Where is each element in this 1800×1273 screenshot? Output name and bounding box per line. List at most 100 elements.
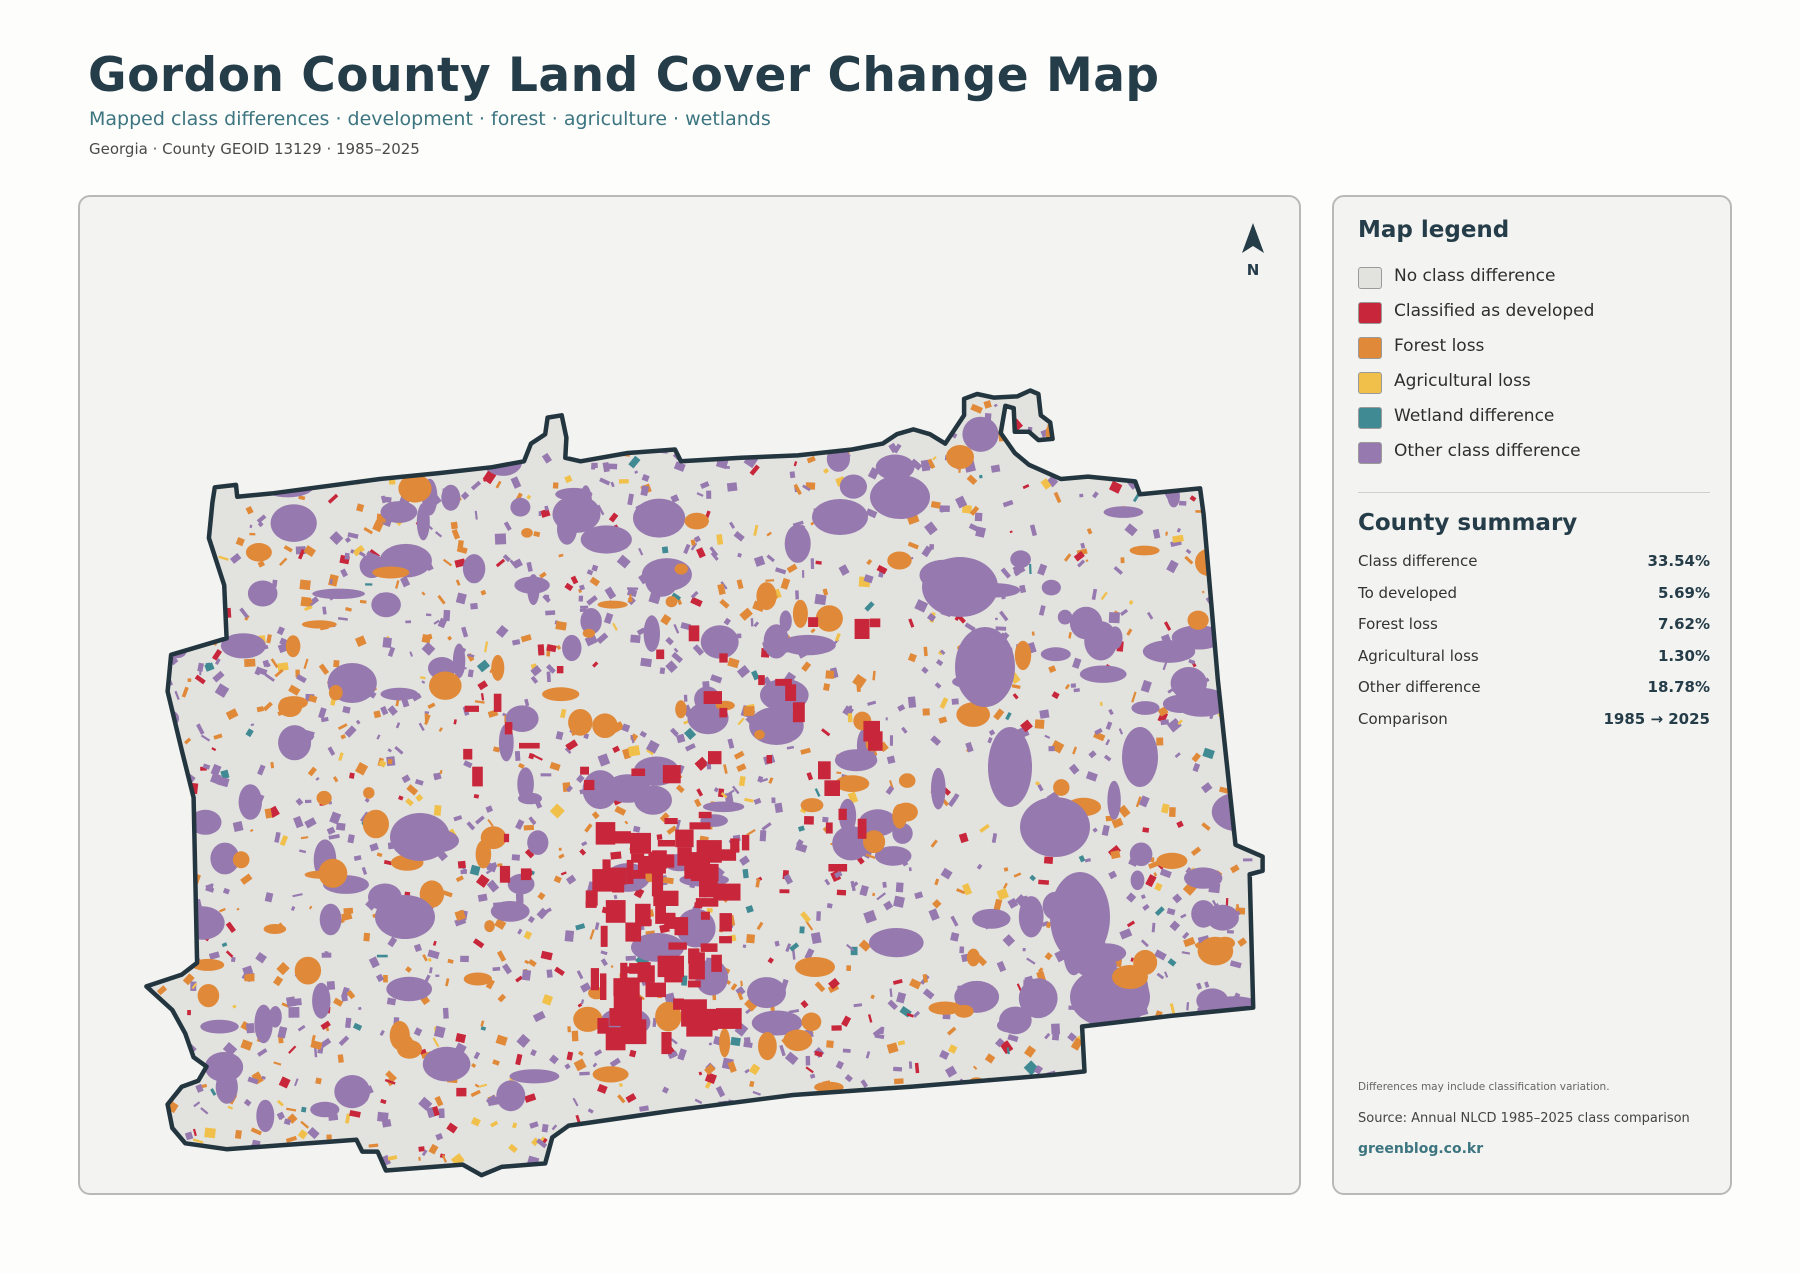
change-patch: [422, 381, 431, 388]
change-patch: [1082, 440, 1089, 448]
change-patch: [573, 1006, 603, 1032]
change-patch: [1007, 897, 1019, 909]
change-patch: [1241, 481, 1254, 493]
change-patch: [367, 390, 380, 394]
change-patch: [792, 702, 805, 723]
change-patch: [683, 543, 691, 555]
change-patch: [1174, 752, 1181, 759]
change-patch: [337, 1054, 344, 1063]
change-patch: [742, 868, 749, 879]
change-patch: [750, 618, 754, 627]
change-patch: [736, 579, 744, 590]
change-patch: [872, 426, 884, 436]
change-patch: [972, 908, 1011, 929]
change-patch: [670, 494, 680, 503]
change-patch: [455, 592, 467, 605]
change-patch: [940, 867, 953, 880]
change-patch: [1112, 1092, 1124, 1101]
change-patch: [528, 958, 537, 967]
change-patch: [689, 312, 701, 322]
change-patch: [273, 1061, 282, 1066]
change-patch: [297, 1129, 308, 1140]
legend-item-wetland[interactable]: Wetland difference: [1358, 405, 1708, 440]
change-patch: [1203, 314, 1212, 320]
change-patch: [406, 453, 412, 459]
county-map[interactable]: [80, 197, 1301, 1195]
change-patch: [349, 343, 370, 367]
change-patch: [708, 751, 722, 765]
change-patch: [257, 1048, 268, 1057]
change-patch: [640, 657, 652, 668]
change-patch: [754, 729, 765, 740]
change-patch: [934, 878, 940, 886]
change-patch: [976, 863, 983, 870]
change-patch: [639, 730, 648, 738]
change-patch: [847, 713, 853, 723]
change-patch: [1038, 1188, 1043, 1194]
change-patch: [578, 584, 586, 591]
change-patch: [1283, 490, 1295, 503]
change-patch: [1058, 432, 1070, 439]
change-patch: [662, 876, 674, 885]
legend-item-no-difference[interactable]: No class difference: [1358, 265, 1708, 300]
change-patch: [359, 599, 367, 604]
summary-row: Comparison 1985 → 2025: [1358, 710, 1710, 742]
legend-item-other[interactable]: Other class difference: [1358, 440, 1708, 475]
change-patch: [455, 875, 464, 883]
change-patch: [295, 797, 304, 806]
change-patch: [290, 905, 296, 912]
change-patch: [494, 918, 507, 930]
change-patch: [341, 911, 353, 922]
change-patch: [1002, 499, 1014, 508]
change-patch: [1070, 683, 1077, 688]
change-patch: [557, 512, 577, 545]
change-patch: [1105, 721, 1113, 730]
change-patch: [627, 493, 634, 506]
change-patch: [774, 802, 783, 813]
change-patch: [1067, 430, 1084, 460]
change-patch: [516, 1033, 531, 1048]
change-patch: [1139, 1165, 1149, 1173]
change-patch: [1151, 1186, 1156, 1191]
legend-item-forest-loss[interactable]: Forest loss: [1358, 335, 1708, 370]
change-patch: [438, 1108, 445, 1119]
change-patch: [836, 771, 842, 775]
change-patch: [527, 352, 538, 359]
change-patch: [1211, 1085, 1217, 1089]
legend-item-agricultural-loss[interactable]: Agricultural loss: [1358, 370, 1708, 405]
change-patch: [1013, 872, 1022, 878]
site-link[interactable]: greenblog.co.kr: [1358, 1141, 1484, 1157]
change-patch: [349, 1109, 361, 1118]
change-patch: [1086, 415, 1092, 426]
change-patch: [1225, 1173, 1236, 1176]
change-patch: [446, 1122, 458, 1134]
change-patch: [215, 1070, 238, 1104]
change-patch: [197, 984, 220, 1008]
change-patch: [1185, 548, 1192, 555]
change-patch: [285, 996, 296, 1008]
change-patch: [614, 805, 627, 816]
change-patch: [791, 948, 796, 960]
change-patch: [1123, 405, 1137, 419]
change-patch: [321, 952, 332, 958]
change-patch: [592, 1062, 598, 1068]
change-patch: [730, 1036, 741, 1047]
change-patch: [768, 777, 774, 784]
change-patch: [218, 555, 229, 561]
change-patch: [424, 711, 430, 714]
change-patch: [675, 819, 681, 831]
legend-item-developed[interactable]: Classified as developed: [1358, 300, 1708, 335]
map-panel[interactable]: N: [78, 195, 1301, 1195]
change-patch: [784, 323, 792, 334]
change-patch: [908, 390, 920, 394]
change-patch: [718, 1171, 722, 1176]
change-patch: [828, 864, 848, 872]
change-patch: [1274, 949, 1280, 956]
change-patch: [1139, 1024, 1148, 1030]
change-patch: [552, 482, 559, 489]
change-patch: [434, 1190, 444, 1195]
change-patch: [1265, 559, 1276, 569]
change-patch: [680, 622, 692, 631]
change-patch: [582, 770, 619, 810]
change-patch: [834, 632, 841, 642]
